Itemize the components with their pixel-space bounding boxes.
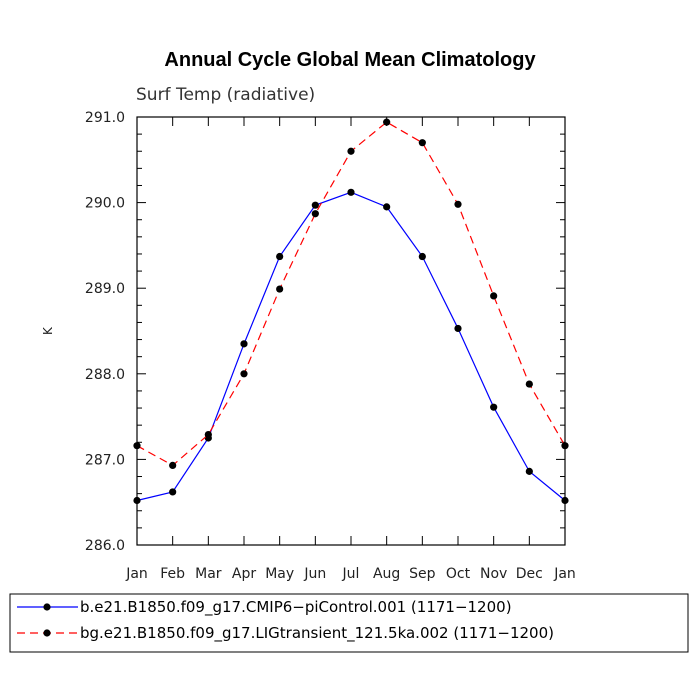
legend-marker-1 bbox=[43, 603, 51, 611]
series-2-point bbox=[561, 442, 569, 450]
series-2-point bbox=[347, 147, 355, 155]
series-2-point bbox=[276, 285, 284, 293]
legend: b.e21.B1850.f09_g17.CMIP6−piControl.001 … bbox=[17, 598, 554, 643]
y-tick-label: 288.0 bbox=[85, 367, 125, 383]
y-axis-label: K bbox=[41, 326, 55, 335]
x-tick-label: Feb bbox=[160, 566, 185, 582]
series-2-point bbox=[204, 430, 212, 439]
series-2-point bbox=[525, 380, 533, 388]
series-1-point bbox=[276, 252, 284, 261]
x-tick-label: Jan bbox=[553, 566, 576, 582]
legend-box bbox=[9, 593, 689, 653]
series-1-point bbox=[311, 201, 319, 209]
legend-label-1: b.e21.B1850.f09_g17.CMIP6−piControl.001 … bbox=[80, 598, 512, 617]
x-tick-label: Dec bbox=[516, 566, 543, 582]
series-2-point bbox=[311, 210, 319, 218]
y-tick-label: 287.0 bbox=[85, 452, 125, 468]
series-2-point bbox=[169, 461, 177, 469]
y-tick-label: 291.0 bbox=[85, 110, 125, 126]
x-tick-label: Oct bbox=[446, 566, 471, 582]
series-1-point bbox=[454, 324, 462, 333]
series-2-point bbox=[240, 370, 248, 378]
x-tick-label: Sep bbox=[409, 566, 436, 582]
series-line-2 bbox=[136, 121, 566, 467]
chart-title: Annual Cycle Global Mean Climatology bbox=[164, 49, 536, 71]
chart-subtitle: Surf Temp (radiative) bbox=[136, 85, 315, 105]
x-tick-label: Jan bbox=[125, 566, 148, 582]
x-tick-label: May bbox=[265, 566, 294, 582]
series-2-point bbox=[490, 292, 498, 300]
y-tick-label: 286.0 bbox=[85, 538, 125, 554]
series-layer bbox=[133, 118, 569, 505]
series-1-point bbox=[418, 252, 426, 261]
y-tick-label: 289.0 bbox=[85, 281, 125, 297]
y-tick-labels: 286.0 287.0 288.0 289.0 290.0 291.0 bbox=[85, 110, 125, 554]
axis-ticks bbox=[136, 116, 566, 546]
series-1-point bbox=[383, 203, 391, 211]
x-tick-labels: Jan Feb Mar Apr May Jun Jul Aug Sep Oct Nov Dec Jan bbox=[125, 566, 576, 582]
series-1-point bbox=[169, 488, 177, 496]
y-tick-label: 290.0 bbox=[85, 196, 125, 212]
x-tick-label: Apr bbox=[232, 566, 256, 582]
series-line-1 bbox=[136, 191, 566, 502]
x-tick-label: Mar bbox=[195, 566, 222, 582]
series-1-point bbox=[490, 403, 498, 411]
series-2-point bbox=[383, 118, 391, 126]
series-1-point bbox=[525, 467, 533, 475]
series-1-point bbox=[240, 340, 248, 348]
series-1-point bbox=[561, 496, 569, 505]
series-2-point bbox=[133, 442, 141, 450]
series-2-point bbox=[418, 139, 426, 147]
legend-marker-2 bbox=[43, 629, 51, 637]
plot-frame bbox=[136, 116, 566, 546]
series-1-point bbox=[133, 496, 141, 505]
x-tick-label: Nov bbox=[480, 566, 507, 582]
series-1-point bbox=[347, 188, 355, 196]
legend-label-2: bg.e21.B1850.f09_g17.LIGtransient_121.5k… bbox=[80, 624, 554, 643]
x-tick-label: Aug bbox=[373, 566, 400, 582]
x-tick-label: Jun bbox=[303, 566, 326, 582]
series-2-point bbox=[454, 200, 462, 208]
x-tick-label: Jul bbox=[342, 566, 360, 582]
